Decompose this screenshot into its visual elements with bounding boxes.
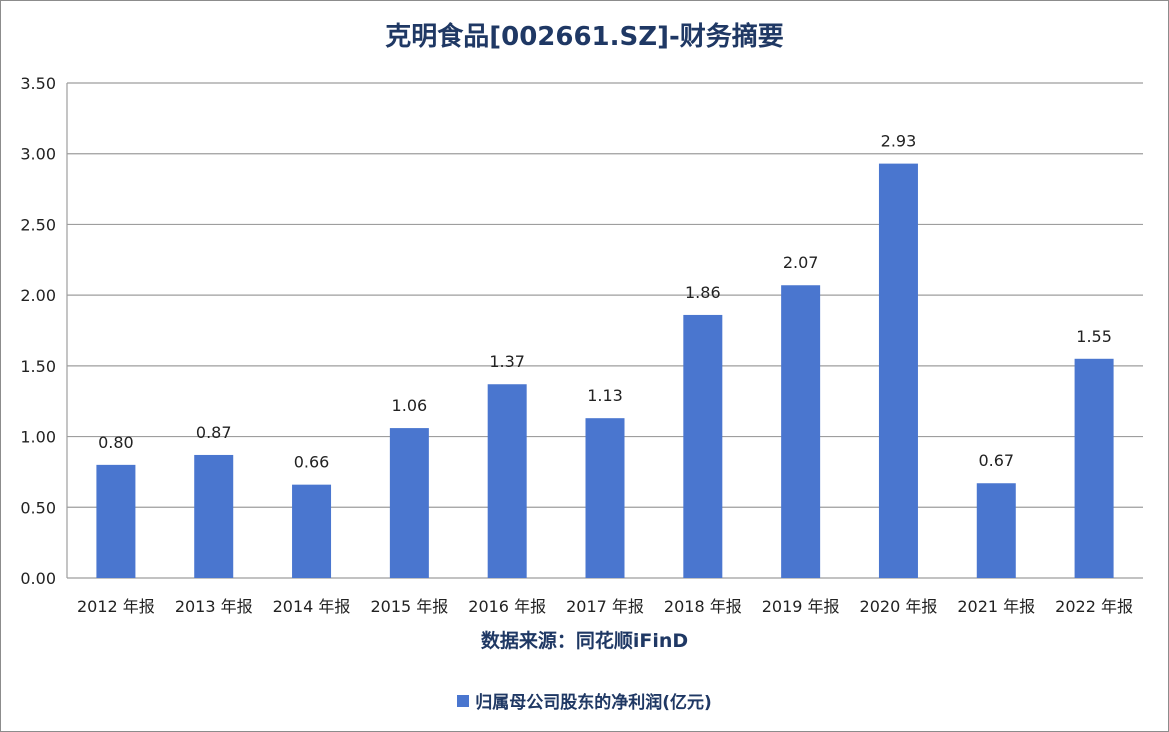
bar	[96, 464, 136, 578]
y-tick-label: 1.00	[20, 428, 56, 447]
bar	[487, 384, 527, 578]
chart-legend: 归属母公司股东的净利润(亿元)	[0, 688, 1169, 713]
y-tick-label: 2.50	[20, 215, 56, 234]
bar	[389, 428, 429, 578]
x-tick-label: 2017 年报	[566, 597, 644, 616]
bar	[781, 285, 821, 578]
y-axis-ticks: 0.00 0.50 1.00 1.50 2.00 2.50 3.00 3.50	[20, 74, 56, 588]
data-label: 1.55	[1076, 327, 1112, 346]
data-label: 2.93	[881, 132, 917, 151]
y-tick-label: 0.50	[20, 498, 56, 517]
bar	[1074, 358, 1114, 578]
y-tick-label: 2.00	[20, 286, 56, 305]
bar	[878, 163, 918, 578]
data-labels: 0.80 0.87 0.66 1.06 1.37 1.13 1.86 2.07 2.93 0.67…	[98, 132, 1112, 472]
legend-label: 归属母公司股东的净利润(亿元)	[475, 693, 712, 713]
x-tick-label: 2016 年报	[468, 597, 546, 616]
data-label: 0.67	[978, 451, 1014, 470]
y-tick-label: 1.50	[20, 357, 56, 376]
data-label: 2.07	[783, 253, 819, 272]
x-tick-label: 2018 年报	[664, 597, 742, 616]
data-label: 0.80	[98, 433, 134, 452]
bar	[194, 454, 234, 578]
y-tick-label: 0.00	[20, 569, 56, 588]
grid-lines	[66, 82, 1143, 579]
bars	[96, 163, 1114, 578]
data-label: 1.06	[392, 396, 428, 415]
x-tick-label: 2021 年报	[957, 597, 1035, 616]
bar	[585, 418, 625, 578]
y-tick-label: 3.00	[20, 145, 56, 164]
x-axis-ticks: 2012 年报 2013 年报 2014 年报 2015 年报 2016 年报 2017 …	[77, 597, 1133, 616]
x-tick-label: 2012 年报	[77, 597, 155, 616]
x-tick-label: 2013 年报	[175, 597, 253, 616]
x-tick-label: 2022 年报	[1055, 597, 1133, 616]
x-tick-label: 2015 年报	[370, 597, 448, 616]
y-tick-label: 3.50	[20, 74, 56, 93]
legend-swatch	[457, 694, 470, 707]
data-label: 1.37	[489, 352, 525, 371]
bar	[292, 484, 332, 578]
chart-title: 克明食品[002661.SZ]-财务摘要	[385, 22, 784, 52]
data-label: 1.13	[587, 386, 623, 405]
data-label: 1.86	[685, 283, 721, 302]
data-label: 0.87	[196, 423, 232, 442]
x-tick-label: 2019 年报	[762, 597, 840, 616]
bar	[976, 483, 1016, 578]
data-source-note: 数据来源：同花顺iFinD	[480, 630, 689, 652]
x-tick-label: 2014 年报	[273, 597, 351, 616]
x-tick-label: 2020 年报	[860, 597, 938, 616]
data-label: 0.66	[294, 453, 330, 472]
bar	[683, 314, 723, 578]
